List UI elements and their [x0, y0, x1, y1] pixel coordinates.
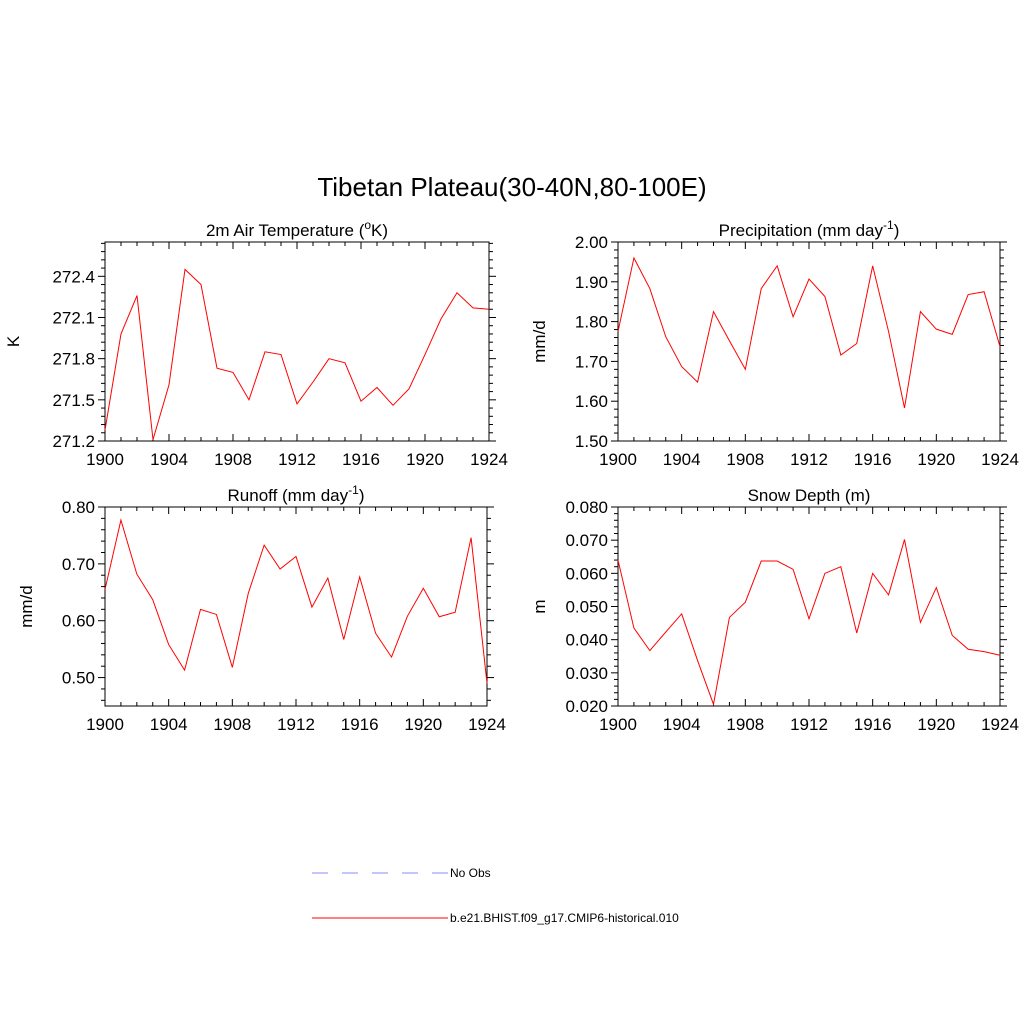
y-tick-label: 1.70: [575, 352, 608, 371]
y-tick-label: 1.60: [575, 392, 608, 411]
y-axis-label-precipitation: mm/d: [530, 320, 549, 363]
panel-title-runoff: Runoff (mm day-1): [228, 483, 365, 505]
x-tick-label: 1904: [663, 715, 701, 734]
y-tick-label: 0.60: [62, 612, 95, 631]
x-tick-label: 1916: [854, 450, 892, 469]
series-line-air-temperature: [104, 268, 490, 440]
x-tick-label: 1900: [599, 715, 637, 734]
panel-runoff: Runoff (mm day-1) 1900 1904 1908 1912 1916 192…: [17, 483, 506, 734]
y-tick-label: 2.00: [575, 233, 608, 252]
x-tick-label: 1904: [150, 715, 188, 734]
y-tick-label: 1.80: [575, 313, 608, 332]
panel-title-snow-depth: Snow Depth (m): [748, 486, 871, 505]
y-tick-label: 0.70: [62, 555, 95, 574]
legend-no-obs-label: No Obs: [450, 866, 491, 880]
series-line-snow-depth: [617, 539, 1001, 707]
y-tick-label: 0.060: [565, 564, 608, 583]
x-tick-label: 1924: [468, 715, 506, 734]
x-tick-label: 1904: [150, 450, 188, 469]
legend: No Obs b.e21.BHIST.f09_g17.CMIP6-histori…: [312, 866, 679, 925]
y-axis-label-snow-depth: m: [530, 599, 549, 613]
x-tick-label: 1912: [278, 450, 316, 469]
y-tick-label: 0.070: [565, 531, 608, 550]
plot-frame-precipitation: [617, 241, 1001, 442]
y-tick-label: 0.80: [62, 498, 95, 517]
x-tick-label: 1920: [917, 450, 955, 469]
x-tick-label: 1920: [406, 450, 444, 469]
y-tick-label: 0.050: [565, 598, 608, 617]
panel-title-precipitation: Precipitation (mm day-1): [719, 218, 900, 240]
x-tick-label: 1908: [726, 715, 764, 734]
x-tick-label: 1900: [599, 450, 637, 469]
legend-model-label: b.e21.BHIST.f09_g17.CMIP6-historical.010: [450, 911, 679, 925]
panel-air-temperature: 2m Air Temperature (oK) 1900 1904 1908 1912 1…: [4, 218, 508, 469]
y-tick-label: 0.080: [565, 498, 608, 517]
y-tick-label: 0.030: [565, 664, 608, 683]
main-title: Tibetan Plateau(30-40N,80-100E): [317, 172, 706, 202]
panel-title-air-temperature: 2m Air Temperature (oK): [206, 218, 388, 240]
y-tick-label: 0.020: [565, 697, 608, 716]
x-tick-label: 1908: [213, 715, 251, 734]
x-tick-label: 1916: [854, 715, 892, 734]
x-tick-label: 1908: [726, 450, 764, 469]
x-tick-label: 1916: [341, 715, 379, 734]
y-tick-label: 1.50: [575, 432, 608, 451]
x-tick-label: 1924: [981, 450, 1019, 469]
y-tick-label: 272.1: [52, 308, 95, 327]
x-tick-label: 1920: [404, 715, 442, 734]
y-axis-label-runoff: mm/d: [17, 585, 36, 628]
x-tick-label: 1912: [790, 715, 828, 734]
x-tick-label: 1912: [277, 715, 315, 734]
y-tick-label: 272.4: [52, 267, 95, 286]
x-tick-label: 1900: [86, 450, 124, 469]
x-tick-label: 1900: [86, 715, 124, 734]
x-tick-label: 1924: [981, 715, 1019, 734]
y-axis-label-air-temperature: K: [4, 335, 23, 347]
x-tick-label: 1924: [470, 450, 508, 469]
panel-precipitation: Precipitation (mm day-1) 1900 1904 1908 1912…: [530, 218, 1019, 469]
series-line-runoff: [104, 518, 488, 684]
x-tick-label: 1908: [214, 450, 252, 469]
panel-snow-depth: Snow Depth (m) 1900 1904 1908 1912 1916 1920 19…: [530, 486, 1019, 734]
y-tick-label: 271.8: [52, 350, 95, 369]
y-tick-label: 271.5: [52, 391, 95, 410]
x-tick-label: 1916: [342, 450, 380, 469]
x-tick-label: 1920: [917, 715, 955, 734]
y-tick-label: 271.2: [52, 432, 95, 451]
plot-frame-runoff: [104, 506, 488, 707]
series-line-precipitation: [617, 256, 1001, 409]
y-tick-label: 1.90: [575, 273, 608, 292]
y-tick-label: 0.040: [565, 631, 608, 650]
plot-frame-air-temperature: [104, 241, 490, 442]
x-tick-label: 1904: [663, 450, 701, 469]
x-tick-label: 1912: [790, 450, 828, 469]
y-tick-label: 0.50: [62, 669, 95, 688]
